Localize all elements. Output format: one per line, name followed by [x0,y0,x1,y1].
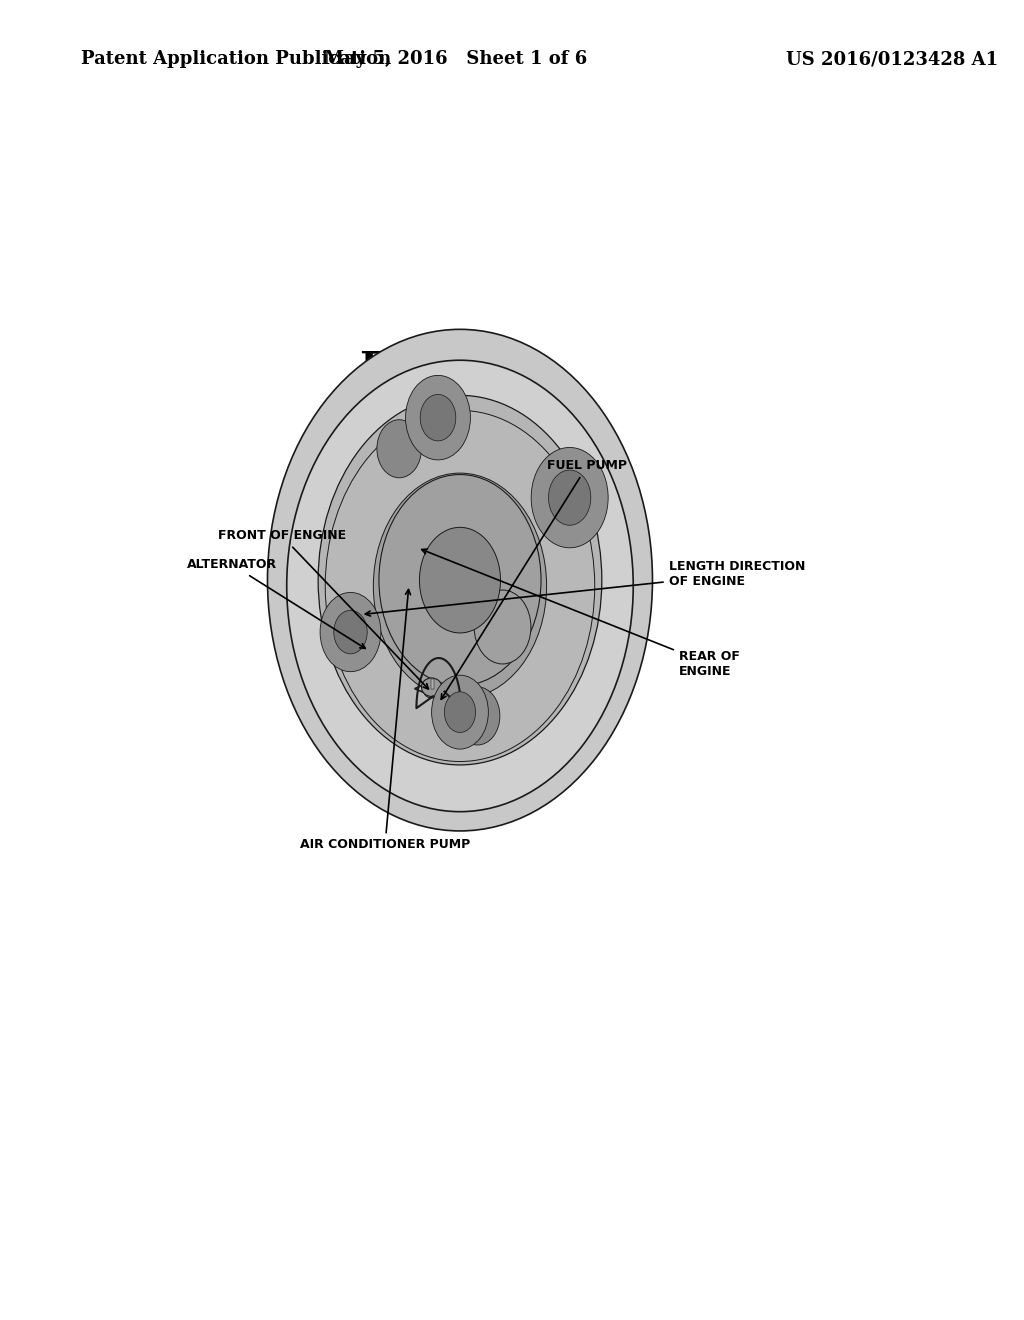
Circle shape [334,610,368,653]
Circle shape [318,396,602,766]
Circle shape [377,420,422,478]
Text: US 2016/0123428 A1: US 2016/0123428 A1 [785,50,997,69]
Text: Patent Application Publication: Patent Application Publication [81,50,391,69]
Circle shape [326,411,595,762]
Text: FUEL PUMP: FUEL PUMP [441,459,627,700]
Ellipse shape [305,606,422,714]
Ellipse shape [424,682,439,698]
Ellipse shape [387,664,420,706]
Circle shape [267,329,652,832]
Circle shape [333,607,378,665]
Text: May 5, 2016   Sheet 1 of 6: May 5, 2016 Sheet 1 of 6 [325,50,588,69]
Circle shape [420,395,456,441]
Polygon shape [420,624,492,671]
Polygon shape [403,578,445,610]
Circle shape [287,360,633,812]
Ellipse shape [305,579,422,688]
Circle shape [444,692,475,733]
Text: LENGTH DIRECTION
OF ENGINE: LENGTH DIRECTION OF ENGINE [366,560,805,616]
Polygon shape [364,611,457,684]
Ellipse shape [368,632,484,741]
Text: FRONT OF ENGINE: FRONT OF ENGINE [218,529,428,689]
Polygon shape [383,653,492,715]
Ellipse shape [389,560,474,639]
Polygon shape [312,642,492,715]
Text: FIG. 1: FIG. 1 [359,351,492,388]
Ellipse shape [366,680,390,713]
Ellipse shape [438,643,471,685]
Ellipse shape [413,653,445,696]
Polygon shape [415,681,449,696]
Ellipse shape [417,659,441,690]
Ellipse shape [441,648,467,680]
Ellipse shape [422,678,441,697]
Circle shape [454,564,551,690]
Text: REAR OF
ENGINE: REAR OF ENGINE [422,549,739,678]
Circle shape [431,675,488,750]
Circle shape [420,528,501,632]
Polygon shape [360,578,403,610]
Ellipse shape [368,606,484,714]
Ellipse shape [338,539,423,618]
Circle shape [379,474,541,686]
Polygon shape [381,561,455,616]
Circle shape [543,478,588,536]
Circle shape [456,686,500,744]
Circle shape [374,473,547,698]
Text: ALTERNATOR: ALTERNATOR [187,558,366,648]
Circle shape [412,523,508,648]
Circle shape [321,593,381,672]
Circle shape [531,447,608,548]
Polygon shape [375,500,545,660]
Ellipse shape [391,669,416,702]
Circle shape [406,375,470,459]
Polygon shape [431,524,545,660]
Text: AIR CONDITIONER PUMP: AIR CONDITIONER PUMP [300,590,470,851]
Circle shape [474,590,530,664]
Polygon shape [290,612,545,718]
Circle shape [549,470,591,525]
Ellipse shape [361,675,394,717]
Polygon shape [364,636,457,710]
Polygon shape [403,573,545,718]
